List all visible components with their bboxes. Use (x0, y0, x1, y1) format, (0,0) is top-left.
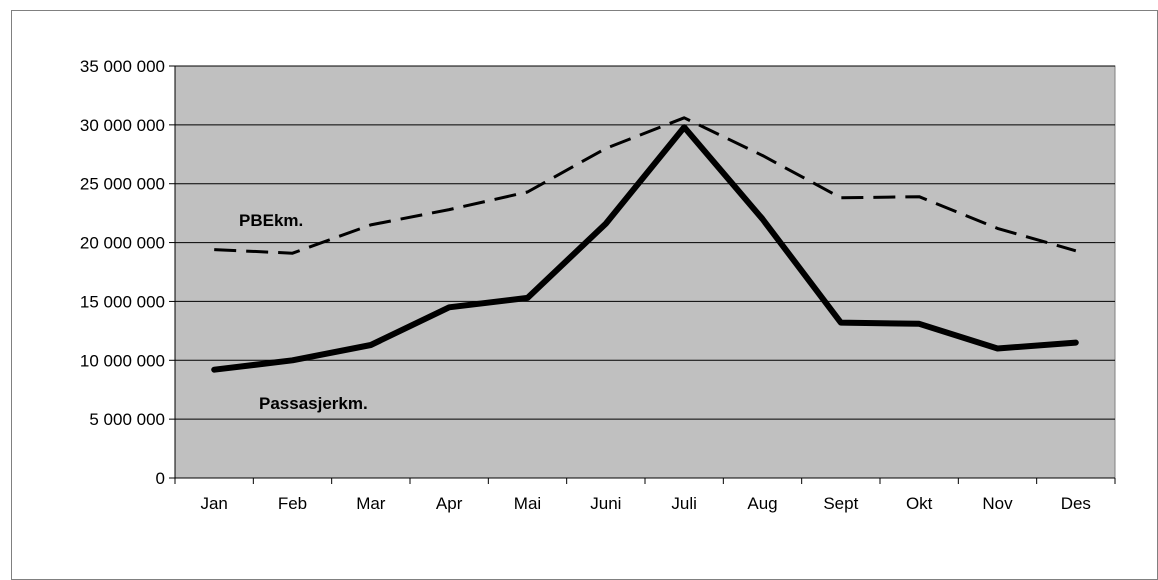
y-axis-tick-labels: 0 5 000 000 10 000 000 15 000 000 20 000 000… (80, 57, 165, 488)
series-lines (211, 116, 1079, 373)
series-label-passasjerkm: Passasjerkm. (259, 394, 368, 413)
x-tick-label: Juli (671, 494, 697, 513)
y-tick-label: 25 000 000 (80, 175, 165, 194)
series-line-0 (214, 116, 1077, 255)
y-tick-label: 10 000 000 (80, 351, 165, 370)
x-tick-label: Okt (906, 494, 933, 513)
x-tick-label: Des (1061, 494, 1091, 513)
axes (169, 65, 1116, 484)
x-tick-label: Aug (747, 494, 777, 513)
x-tick-label: Sept (823, 494, 858, 513)
x-tick-label: Mar (356, 494, 386, 513)
x-axis-tick-labels: Jan Feb Mar Apr Mai Juni Juli Aug Sept Okt Nov Des (200, 494, 1090, 513)
x-tick-label: Jan (200, 494, 227, 513)
y-tick-label: 0 (156, 469, 165, 488)
x-tick-label: Mai (514, 494, 541, 513)
y-tick-label: 35 000 000 (80, 57, 165, 76)
series-line-1 (211, 124, 1079, 373)
x-tick-label: Feb (278, 494, 307, 513)
gridlines (175, 65, 1115, 420)
y-tick-label: 5 000 000 (89, 410, 165, 429)
x-tick-label: Juni (590, 494, 621, 513)
y-tick-label: 20 000 000 (80, 234, 165, 253)
y-tick-label: 30 000 000 (80, 116, 165, 135)
series-label-pbekm: PBEkm. (239, 211, 303, 230)
plot-area (174, 65, 1116, 479)
x-tick-label: Apr (436, 494, 463, 513)
x-tick-label: Nov (982, 494, 1013, 513)
y-tick-label: 15 000 000 (80, 292, 165, 311)
